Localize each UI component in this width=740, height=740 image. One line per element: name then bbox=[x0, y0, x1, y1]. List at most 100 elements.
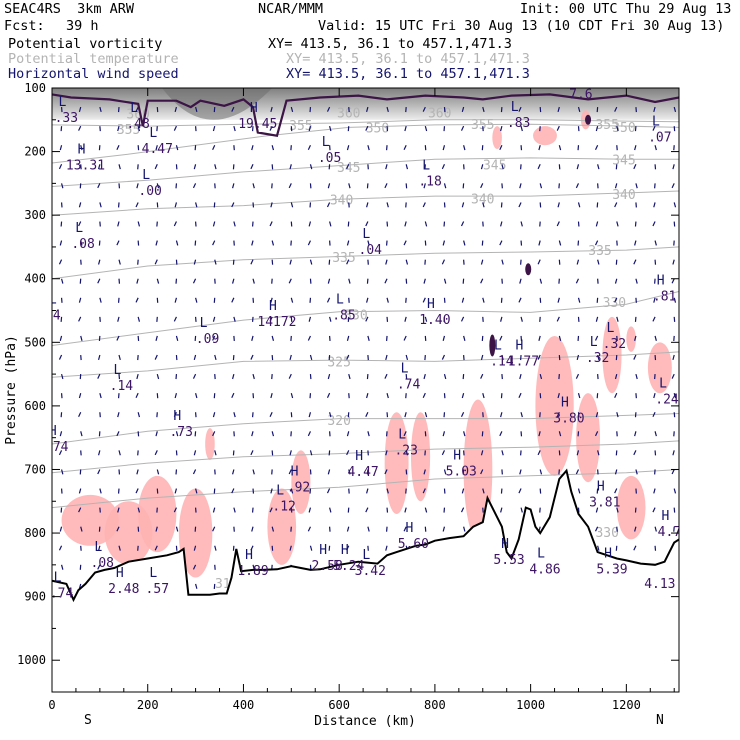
wind-low-marker: L bbox=[537, 546, 545, 561]
wind-vector bbox=[423, 183, 426, 189]
wind-vector bbox=[307, 144, 312, 151]
wind-vector bbox=[671, 373, 675, 379]
wind-vector bbox=[135, 106, 139, 112]
wind-vector bbox=[195, 202, 198, 208]
wind-vector bbox=[654, 431, 657, 437]
wind-extremum-value: .74 bbox=[50, 586, 74, 601]
wind-vector bbox=[174, 393, 178, 399]
wind-vector bbox=[60, 469, 64, 475]
field-name-theta: Potential temperature bbox=[8, 51, 179, 67]
theta-contour-320 bbox=[52, 413, 679, 445]
wind-vector bbox=[482, 106, 485, 113]
wind-vector bbox=[461, 393, 465, 399]
wind-vector bbox=[327, 183, 331, 189]
wind-vector bbox=[97, 354, 101, 361]
wind-vector bbox=[269, 507, 273, 513]
wind-high-marker: H bbox=[78, 143, 86, 158]
wind-vector bbox=[385, 164, 388, 170]
wind-low-marker: L bbox=[149, 566, 157, 581]
wind-extremum-value: 3.42 bbox=[355, 564, 386, 579]
wind-vector bbox=[575, 183, 580, 189]
wind-vector bbox=[270, 297, 273, 303]
wind-vector bbox=[99, 202, 102, 208]
wind-vector bbox=[385, 259, 388, 265]
wind-low-marker: L bbox=[362, 227, 370, 242]
wind-vector bbox=[97, 183, 101, 189]
wind-vector bbox=[173, 316, 177, 322]
wind-vector bbox=[99, 393, 102, 399]
wind-vector bbox=[59, 240, 63, 246]
wind-vector bbox=[614, 297, 618, 303]
wind-vector bbox=[537, 450, 541, 456]
wind-vector bbox=[136, 183, 139, 189]
wind-vector bbox=[403, 431, 407, 437]
wind-vector bbox=[154, 545, 158, 551]
wind-vector bbox=[118, 259, 121, 265]
wind-vector bbox=[348, 469, 351, 475]
wind-vector bbox=[137, 412, 141, 418]
wind-vector bbox=[595, 507, 599, 513]
wind-vector bbox=[653, 297, 656, 303]
wind-low-marker: L bbox=[362, 548, 370, 563]
wind-vector bbox=[558, 431, 562, 437]
wind-vector bbox=[520, 507, 523, 513]
wind-vector bbox=[480, 373, 484, 379]
pv-value: 7.6 bbox=[569, 87, 592, 102]
wind-high-marker: H bbox=[597, 480, 605, 495]
wind-vector bbox=[482, 297, 485, 303]
wind-high-marker: H bbox=[269, 299, 277, 314]
wind-vector bbox=[309, 450, 313, 456]
wind-vector bbox=[155, 526, 158, 532]
wind-extremum-value: 19.45 bbox=[238, 117, 277, 132]
wind-vector bbox=[175, 335, 179, 341]
wind-vector bbox=[654, 240, 657, 246]
wind-vector bbox=[443, 469, 447, 475]
wind-extremum-value: .23 bbox=[394, 443, 417, 458]
shading-blob bbox=[267, 488, 297, 565]
wind-vector bbox=[173, 221, 177, 227]
wind-vector bbox=[597, 450, 600, 456]
wind-vector bbox=[500, 507, 503, 513]
shading-blob bbox=[463, 399, 493, 540]
wind-vector bbox=[500, 221, 503, 227]
wind-extremum-value: .57 bbox=[146, 582, 169, 597]
theta-label: 360 bbox=[428, 106, 451, 121]
wind-vector bbox=[634, 240, 637, 246]
wind-vector bbox=[99, 106, 102, 113]
wind-vector bbox=[97, 450, 101, 456]
wind-vector bbox=[212, 316, 216, 322]
wind-high-marker: H bbox=[319, 543, 327, 558]
wind-vector bbox=[307, 240, 312, 246]
wind-vector bbox=[214, 259, 217, 265]
wind-vector bbox=[192, 278, 197, 284]
wind-vector bbox=[232, 469, 235, 475]
wind-vector bbox=[154, 354, 158, 360]
wind-vector bbox=[327, 469, 331, 475]
wind-vector bbox=[653, 106, 656, 113]
wind-vector bbox=[58, 259, 63, 265]
wind-vector bbox=[558, 145, 562, 151]
theta-contour-label: 330 bbox=[344, 309, 367, 324]
wind-vector bbox=[116, 240, 120, 246]
wind-vector bbox=[117, 507, 120, 513]
wind-vector bbox=[250, 259, 254, 265]
wind-extremum-value: .09 bbox=[196, 332, 219, 347]
wind-vector bbox=[137, 125, 141, 132]
wind-vector bbox=[346, 145, 350, 151]
wind-vector bbox=[518, 202, 522, 208]
wind-vector bbox=[233, 125, 236, 132]
wind-vector bbox=[175, 145, 179, 151]
wind-vector bbox=[156, 278, 160, 284]
wind-vector bbox=[614, 183, 618, 189]
wind-vector bbox=[270, 393, 273, 399]
wind-vector bbox=[117, 316, 120, 322]
wind-vector bbox=[460, 221, 465, 227]
wind-vector bbox=[78, 221, 82, 227]
wind-vector bbox=[384, 278, 388, 284]
wind-extremum-value: 2.58 bbox=[312, 559, 343, 574]
theta-contour-335 bbox=[52, 246, 679, 280]
wind-high-marker: H bbox=[245, 548, 253, 563]
wind-vector bbox=[635, 183, 638, 189]
wind-vector bbox=[424, 412, 428, 418]
theta-contour-label: 335 bbox=[332, 251, 355, 266]
